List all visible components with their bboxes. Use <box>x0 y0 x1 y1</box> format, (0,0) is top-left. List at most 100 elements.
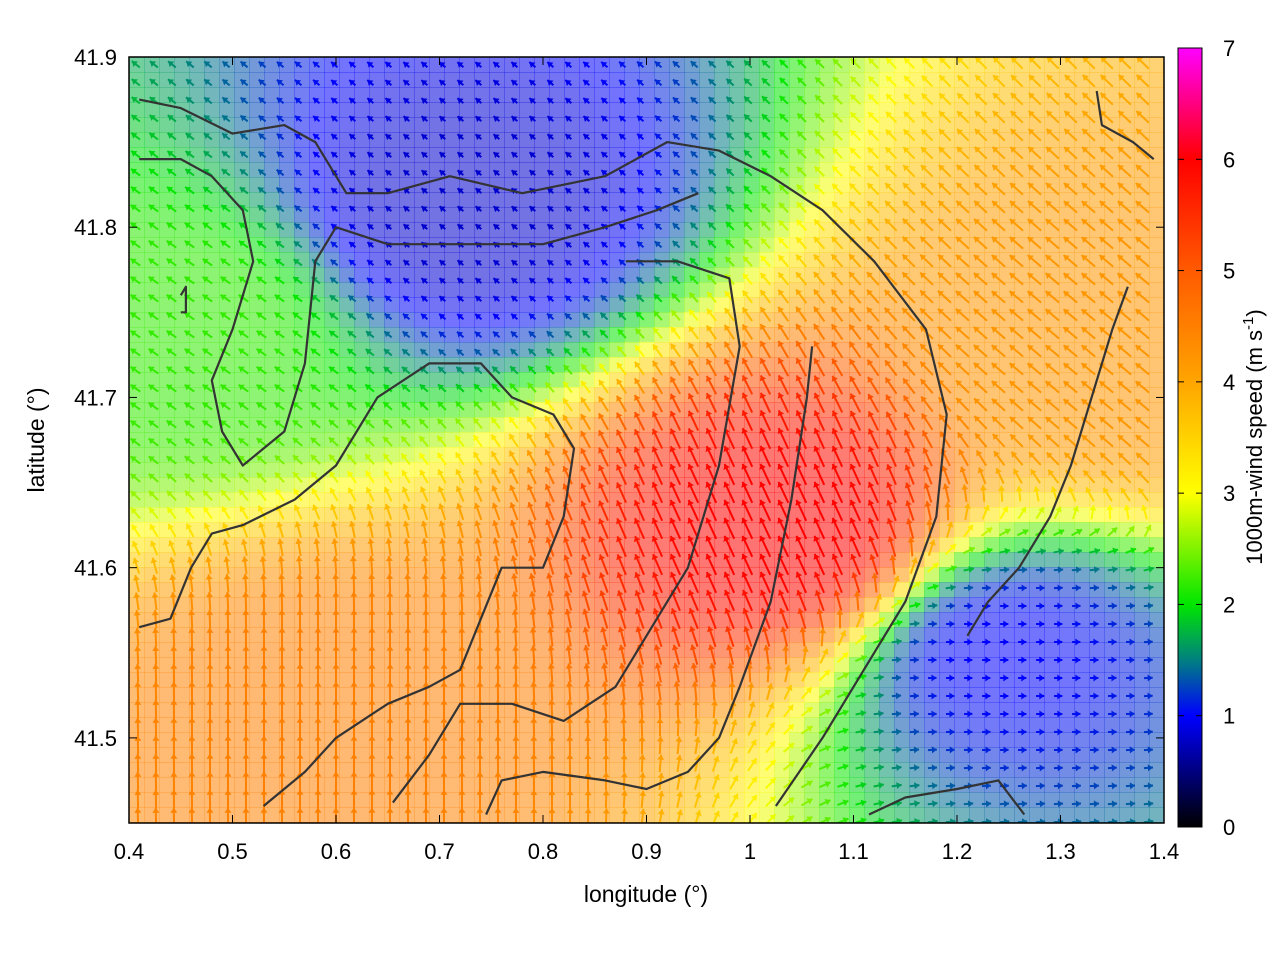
field-cell <box>174 132 190 148</box>
field-cell <box>399 267 415 283</box>
field-cell <box>1044 552 1060 568</box>
field-cell <box>624 807 640 823</box>
field-cell <box>384 207 400 223</box>
field-cell <box>534 612 550 628</box>
field-cell <box>1029 132 1045 148</box>
field-cell <box>339 822 355 823</box>
field-cell <box>894 627 910 643</box>
field-cell <box>759 117 775 133</box>
field-cell <box>1044 627 1060 643</box>
field-cell <box>924 762 940 778</box>
field-cell <box>954 147 970 163</box>
field-cell <box>204 567 220 583</box>
field-cell <box>384 282 400 298</box>
field-cell <box>1014 267 1030 283</box>
field-cell <box>864 87 880 103</box>
field-cell <box>1014 297 1030 313</box>
field-cell <box>909 72 925 88</box>
field-cell <box>354 297 370 313</box>
field-cell <box>384 807 400 823</box>
field-cell <box>534 192 550 208</box>
field-cell <box>909 222 925 238</box>
field-cell <box>504 687 520 703</box>
field-cell <box>1014 252 1030 268</box>
field-cell <box>279 372 295 388</box>
field-cell <box>234 192 250 208</box>
field-cell <box>984 327 1000 343</box>
field-cell <box>804 57 820 73</box>
field-cell <box>1059 717 1075 733</box>
field-cell <box>999 642 1015 658</box>
field-cell <box>984 177 1000 193</box>
field-cell <box>534 312 550 328</box>
field-cell <box>609 192 625 208</box>
field-cell <box>504 207 520 223</box>
field-cell <box>879 567 895 583</box>
field-cell <box>639 267 655 283</box>
field-cell <box>744 252 760 268</box>
field-cell <box>954 792 970 808</box>
field-cell <box>174 177 190 193</box>
field-cell <box>564 57 580 73</box>
field-cell <box>504 627 520 643</box>
field-cell <box>1104 192 1120 208</box>
field-cell <box>234 312 250 328</box>
field-cell <box>1074 552 1090 568</box>
field-cell <box>1029 717 1045 733</box>
field-cell <box>999 177 1015 193</box>
field-cell <box>1134 642 1150 658</box>
field-cell <box>1074 357 1090 373</box>
field-cell <box>624 747 640 763</box>
field-cell <box>969 687 985 703</box>
field-cell <box>159 222 175 238</box>
field-cell <box>714 762 730 778</box>
field-cell <box>324 777 340 793</box>
field-cell <box>549 432 565 448</box>
field-cell <box>639 132 655 148</box>
field-cell <box>234 807 250 823</box>
field-cell <box>1089 627 1105 643</box>
field-cell <box>714 207 730 223</box>
field-cell <box>489 687 505 703</box>
field-cell <box>174 72 190 88</box>
field-cell <box>309 72 325 88</box>
field-cell <box>1044 672 1060 688</box>
field-cell <box>354 282 370 298</box>
field-cell <box>564 777 580 793</box>
field-cell <box>504 807 520 823</box>
field-cell <box>399 222 415 238</box>
field-cell <box>639 237 655 253</box>
field-cell <box>534 582 550 598</box>
field-cell <box>534 777 550 793</box>
field-cell <box>189 312 205 328</box>
field-cell <box>1104 57 1120 73</box>
field-cell <box>414 267 430 283</box>
field-cell <box>1119 672 1135 688</box>
field-cell <box>189 87 205 103</box>
field-cell <box>1044 807 1060 823</box>
field-cell <box>819 57 835 73</box>
field-cell <box>1149 342 1164 358</box>
field-cell <box>744 117 760 133</box>
field-cell <box>219 492 235 508</box>
field-cell <box>789 117 805 133</box>
field-cell <box>309 222 325 238</box>
field-cell <box>309 807 325 823</box>
field-cell <box>999 132 1015 148</box>
field-cell <box>684 267 700 283</box>
field-cell <box>399 462 415 478</box>
field-cell <box>954 132 970 148</box>
field-cell <box>354 162 370 178</box>
field-cell <box>369 282 385 298</box>
field-cell <box>339 657 355 673</box>
field-cell <box>249 297 265 313</box>
field-cell <box>489 747 505 763</box>
field-cell <box>954 672 970 688</box>
field-cell <box>744 192 760 208</box>
field-cell <box>864 717 880 733</box>
field-cell <box>1149 732 1164 748</box>
field-cell <box>324 537 340 553</box>
field-cell <box>1014 147 1030 163</box>
field-cell <box>474 192 490 208</box>
field-cell <box>744 147 760 163</box>
